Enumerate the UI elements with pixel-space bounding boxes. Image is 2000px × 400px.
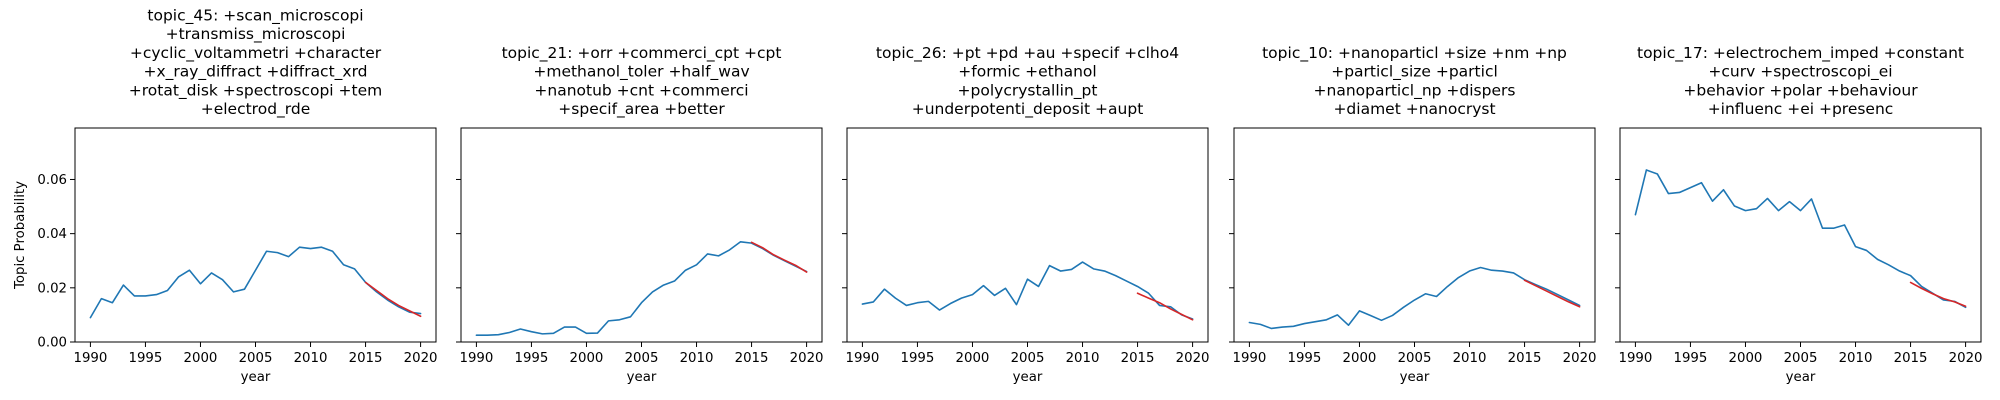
- plot-frame: [1619, 127, 1982, 343]
- x-tick-label: 2005: [625, 351, 659, 366]
- panel-title: topic_10: +nanoparticl +size +nm +np+par…: [1262, 44, 1567, 118]
- observed-series-line: [1248, 266, 1581, 330]
- chart-panel-1: topic_45: +scan_microscopi+transmiss_mic…: [13, 7, 438, 386]
- y-axis-label: Topic Probability: [13, 181, 28, 290]
- chart-panel-2: topic_21: +orr +commerci_cpt +cpt+methan…: [456, 44, 824, 385]
- x-tick-label: 2010: [1839, 351, 1873, 366]
- panel-title: topic_45: +scan_microscopi+transmiss_mic…: [129, 7, 382, 120]
- x-tick-label: 2000: [570, 351, 604, 366]
- plot-frame: [74, 127, 437, 343]
- forecast-series-line: [1909, 281, 1967, 308]
- x-axis-label: year: [241, 370, 271, 385]
- chart-panel-5: topic_17: +electrochem_imped +constant+c…: [1615, 44, 1983, 385]
- panel-title-line: +specif_area +better: [558, 100, 725, 119]
- x-tick-label: 1990: [73, 351, 107, 366]
- y-tick-label: 0.02: [37, 281, 67, 296]
- panel-title-line: +behavior +polar +behaviour: [1683, 81, 1918, 99]
- x-tick-label: 1995: [129, 351, 163, 366]
- forecast-series-line: [1523, 279, 1581, 308]
- x-tick-label: 1995: [1674, 351, 1708, 366]
- x-tick-label: 2005: [1398, 351, 1432, 366]
- x-tick-label: 2015: [735, 351, 769, 366]
- panel-title-line: +underpotenti_deposit +aupt: [912, 100, 1144, 119]
- panel-title-line: +electrod_rde: [201, 100, 311, 119]
- x-tick-label: 2020: [404, 351, 438, 366]
- panel-title-line: +formic +ethanol: [958, 63, 1096, 81]
- panel-title-line: +cyclic_voltammetri +character: [130, 44, 382, 63]
- panel-title-line: topic_26: +pt +pd +au +specif +clho4: [876, 44, 1179, 63]
- observed-series-line: [89, 246, 422, 319]
- panel-title-line: +particl_size +particl: [1331, 63, 1498, 82]
- panel-title-line: topic_21: +orr +commerci_cpt +cpt: [502, 44, 782, 63]
- x-tick-label: 2020: [1949, 351, 1983, 366]
- x-axis-label: year: [1013, 370, 1043, 385]
- x-tick-label: 2000: [956, 351, 990, 366]
- forecast-series-line: [750, 241, 808, 273]
- x-tick-label: 1990: [1618, 351, 1652, 366]
- panel-title-line: topic_45: +scan_microscopi: [147, 7, 363, 26]
- panel-title-line: +x_ray_diffract +diffract_xrd: [143, 63, 367, 82]
- x-tick-label: 2005: [1011, 351, 1045, 366]
- forecast-series-line: [364, 281, 422, 318]
- x-tick-label: 2000: [184, 351, 218, 366]
- x-tick-label: 1995: [515, 351, 549, 366]
- x-tick-label: 2020: [790, 351, 824, 366]
- panel-title-line: +nanoparticl_np +dispers: [1314, 81, 1516, 100]
- x-tick-label: 2005: [1784, 351, 1818, 366]
- panel-title-line: +curv +spectroscopi_ei: [1708, 63, 1892, 82]
- x-tick-label: 2005: [239, 351, 273, 366]
- observed-series-line: [475, 240, 808, 337]
- x-tick-label: 2010: [294, 351, 328, 366]
- panel-title-line: topic_17: +electrochem_imped +constant: [1637, 44, 1964, 63]
- plot-frame: [460, 127, 823, 343]
- panel-title-line: topic_10: +nanoparticl +size +nm +np: [1262, 44, 1567, 63]
- x-tick-label: 2000: [1729, 351, 1763, 366]
- x-tick-label: 1995: [1288, 351, 1322, 366]
- x-tick-label: 1995: [901, 351, 935, 366]
- x-tick-label: 2015: [1894, 351, 1928, 366]
- x-tick-label: 2015: [349, 351, 383, 366]
- chart-panel-4: topic_10: +nanoparticl +size +nm +np+par…: [1229, 44, 1597, 385]
- x-tick-label: 2010: [1453, 351, 1487, 366]
- x-tick-label: 2020: [1563, 351, 1597, 366]
- panel-title: topic_17: +electrochem_imped +constant+c…: [1637, 44, 1964, 118]
- panel-title-line: +nanotub +cnt +commerci: [534, 81, 748, 99]
- panel-title-line: +diamet +nanocryst: [1333, 100, 1495, 118]
- panel-title: topic_21: +orr +commerci_cpt +cpt+methan…: [502, 44, 782, 119]
- x-tick-label: 2020: [1176, 351, 1210, 366]
- forecast-series-line: [1136, 292, 1194, 321]
- plot-frame: [1233, 127, 1596, 343]
- x-tick-label: 1990: [845, 351, 879, 366]
- y-tick-label: 0.04: [37, 227, 67, 242]
- x-tick-label: 2010: [1066, 351, 1100, 366]
- y-tick-label: 0.00: [37, 336, 67, 351]
- y-tick-label: 0.06: [37, 173, 67, 188]
- chart-panel-3: topic_26: +pt +pd +au +specif +clho4+for…: [842, 44, 1210, 385]
- panel-title-line: +polycrystallin_pt: [958, 81, 1098, 100]
- observed-series-line: [1634, 169, 1967, 309]
- panel-title-line: +rotat_disk +spectroscopi +tem: [129, 81, 382, 100]
- panel-title-line: +transmiss_microscopi: [166, 25, 346, 44]
- x-axis-label: year: [1400, 370, 1430, 385]
- x-tick-label: 2010: [680, 351, 714, 366]
- panel-title-line: +methanol_toler +half_wav: [533, 63, 749, 82]
- x-axis-label: year: [1786, 370, 1816, 385]
- panel-title-line: +influenc +ei +presenc: [1708, 100, 1894, 118]
- plot-frame: [846, 127, 1209, 343]
- x-axis-label: year: [627, 370, 657, 385]
- x-tick-label: 1990: [459, 351, 493, 366]
- panel-title: topic_26: +pt +pd +au +specif +clho4+for…: [876, 44, 1179, 119]
- x-tick-label: 1990: [1232, 351, 1266, 366]
- x-tick-label: 2015: [1121, 351, 1155, 366]
- x-tick-label: 2000: [1343, 351, 1377, 366]
- observed-series-line: [861, 261, 1194, 320]
- x-tick-label: 2015: [1508, 351, 1542, 366]
